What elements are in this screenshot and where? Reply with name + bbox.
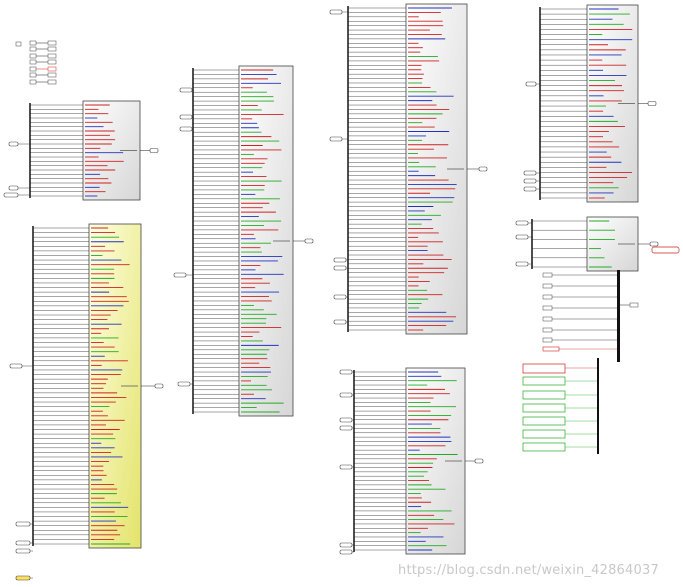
inport-block[interactable] xyxy=(339,425,353,431)
inport-block[interactable] xyxy=(333,257,347,263)
inport-block[interactable] xyxy=(523,186,537,192)
inport-block[interactable] xyxy=(177,381,191,387)
inport-block[interactable] xyxy=(329,9,343,15)
legend-port[interactable] xyxy=(29,72,37,78)
outport-block[interactable] xyxy=(304,238,314,244)
inport-block[interactable] xyxy=(515,220,529,226)
inport-block[interactable] xyxy=(523,170,537,176)
inport-block[interactable] xyxy=(525,81,537,87)
demux-input-port[interactable] xyxy=(522,363,566,374)
subsystem-block-5[interactable] xyxy=(339,367,484,555)
legend-port[interactable] xyxy=(29,66,37,72)
demux-block[interactable] xyxy=(522,358,599,454)
inport-block[interactable] xyxy=(8,185,19,191)
inport-block[interactable] xyxy=(515,261,529,267)
legend-port[interactable] xyxy=(47,40,57,46)
inport-block[interactable] xyxy=(15,540,31,546)
inport-block[interactable] xyxy=(339,549,353,555)
outport-block[interactable] xyxy=(478,166,488,172)
outport-block[interactable] xyxy=(149,148,159,153)
inport-block[interactable] xyxy=(329,136,343,142)
legend-port[interactable] xyxy=(29,53,37,59)
outport-block[interactable] xyxy=(474,458,484,464)
inport-block[interactable] xyxy=(179,126,193,132)
red-outport[interactable] xyxy=(651,246,680,254)
legend-port[interactable] xyxy=(29,40,37,46)
mux-input-port[interactable] xyxy=(542,305,553,311)
mux-input-port[interactable] xyxy=(542,337,553,343)
inport-block[interactable] xyxy=(333,265,347,271)
outport-block[interactable] xyxy=(154,383,164,389)
subsystem-block-2[interactable] xyxy=(9,223,164,581)
outport-block[interactable] xyxy=(629,302,639,308)
legend-port[interactable] xyxy=(29,79,37,85)
demux-bar[interactable] xyxy=(597,358,599,454)
inport-block[interactable] xyxy=(8,141,19,147)
legend-port[interactable] xyxy=(15,41,22,47)
outport-block[interactable] xyxy=(651,246,680,254)
inport-block[interactable] xyxy=(15,548,31,554)
mux-block[interactable] xyxy=(542,270,639,362)
legend-port[interactable] xyxy=(47,79,57,85)
outport-block[interactable] xyxy=(649,241,659,247)
inport-block[interactable] xyxy=(179,87,193,93)
legend-port[interactable] xyxy=(47,59,57,65)
inport-block[interactable] xyxy=(179,114,193,120)
inport-block[interactable] xyxy=(333,294,347,300)
mux-input-port[interactable] xyxy=(542,283,553,289)
mux-input-port[interactable] xyxy=(542,272,553,278)
inport-block[interactable] xyxy=(173,272,187,278)
mux-input-port[interactable] xyxy=(542,346,560,352)
mux-input-port[interactable] xyxy=(542,294,553,300)
inport-block[interactable] xyxy=(15,521,31,527)
demux-output-port[interactable] xyxy=(522,442,566,452)
subsystem-block-4[interactable] xyxy=(329,3,488,335)
inport-block[interactable] xyxy=(9,363,23,369)
demux-output-port[interactable] xyxy=(522,429,566,439)
legend-port[interactable] xyxy=(47,46,57,52)
inport-block[interactable] xyxy=(3,192,19,198)
mux-bar[interactable] xyxy=(617,270,620,362)
inport-block[interactable] xyxy=(15,575,31,581)
demux-output-port[interactable] xyxy=(522,390,566,400)
mux-input-port[interactable] xyxy=(542,327,553,333)
inport-block[interactable] xyxy=(523,178,537,184)
legend-port[interactable] xyxy=(47,66,57,72)
demux-output-port[interactable] xyxy=(522,416,566,426)
legend-port[interactable] xyxy=(47,53,57,59)
subsystem-block-3[interactable] xyxy=(173,65,314,417)
subsystem-block-6[interactable] xyxy=(523,4,657,203)
inport-block[interactable] xyxy=(339,369,353,375)
legend-port[interactable] xyxy=(29,59,37,65)
legend-port[interactable] xyxy=(29,46,37,52)
inport-block[interactable] xyxy=(339,542,353,548)
legend-port[interactable] xyxy=(47,72,57,78)
legend-ports[interactable] xyxy=(15,40,57,85)
demux-output-port[interactable] xyxy=(522,403,566,413)
mux-input-port[interactable] xyxy=(542,316,553,322)
inport-block[interactable] xyxy=(339,464,353,470)
outport-block[interactable] xyxy=(647,101,657,106)
subsystem-block-7[interactable] xyxy=(515,216,659,272)
inport-block[interactable] xyxy=(333,319,347,325)
watermark-text: https://blog.csdn.net/weixin_42864037 xyxy=(398,563,659,578)
inport-block[interactable] xyxy=(339,392,353,398)
inport-block[interactable] xyxy=(515,234,529,240)
demux-output-port[interactable] xyxy=(522,376,566,386)
subsystem-block-1[interactable] xyxy=(3,100,159,201)
inport-block[interactable] xyxy=(339,417,353,423)
